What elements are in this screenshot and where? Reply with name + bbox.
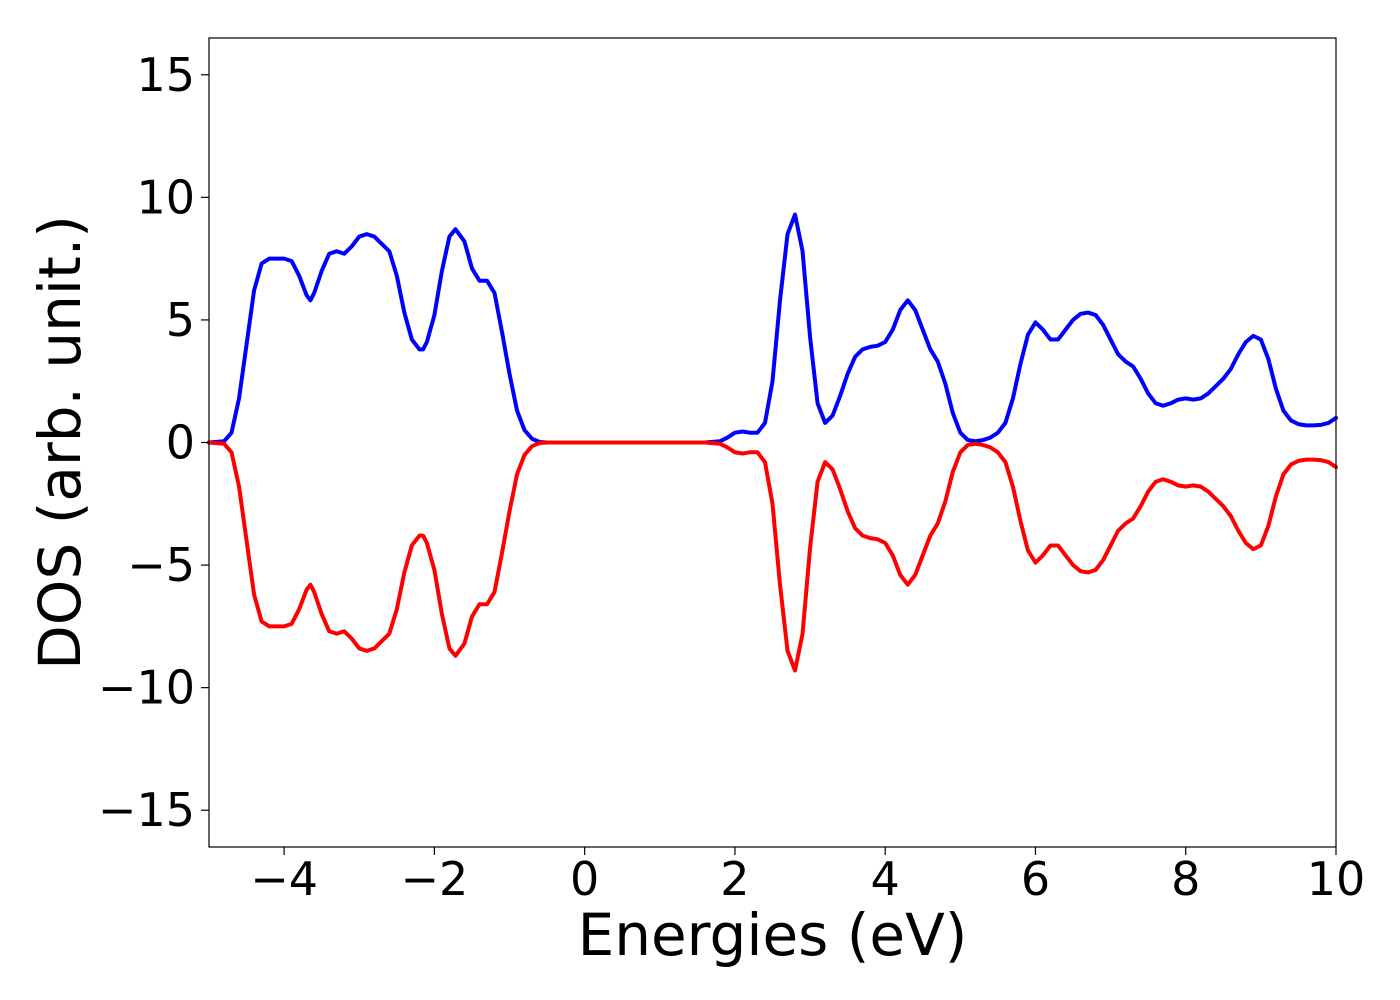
y-tick-label: 15: [136, 48, 195, 102]
y-tick-label: 5: [166, 293, 195, 347]
y-axis-title: DOS (arb. unit.): [26, 215, 94, 670]
x-tick-label: 2: [720, 852, 749, 906]
x-tick-label: −4: [250, 852, 318, 906]
y-tick-label: −15: [98, 783, 195, 837]
series-layer: [207, 212, 1338, 673]
x-axis-title: Energies (eV): [578, 901, 968, 969]
x-tick-label: 10: [1307, 852, 1366, 906]
y-tick-label: 10: [136, 170, 195, 224]
y-tick-label: −5: [127, 538, 195, 592]
series-line-2: [207, 440, 1338, 673]
x-tick-label: 8: [1171, 852, 1200, 906]
x-tick-label: −2: [400, 852, 468, 906]
x-axis: −4 −2 0 2 4 6 8 10: [250, 847, 1365, 906]
y-axis: 15 10 5 0 −5 −10 −15: [98, 48, 209, 837]
x-tick-label: 6: [1021, 852, 1050, 906]
series-line-1: [207, 212, 1338, 445]
x-tick-label: 4: [871, 852, 900, 906]
y-tick-label: −10: [98, 661, 195, 715]
y-tick-label: 0: [166, 416, 195, 470]
x-tick-label: 0: [570, 852, 599, 906]
